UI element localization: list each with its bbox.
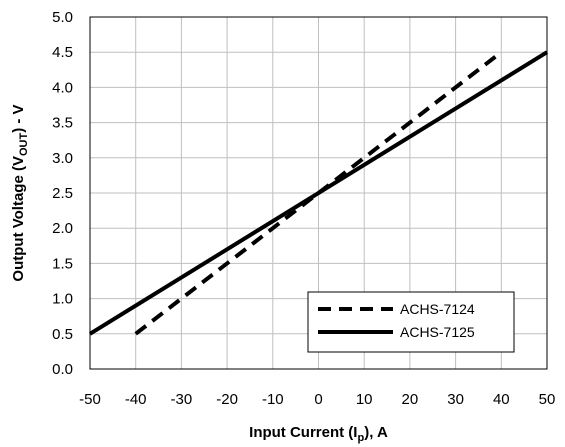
y-axis-label: Output Voltage (VOUT) - V	[10, 104, 30, 281]
x-tick-label: -20	[216, 391, 238, 408]
y-tick-label: 4.5	[52, 44, 73, 61]
legend-box	[307, 291, 515, 353]
x-axis-label: Input Current (Ip), A	[249, 424, 388, 444]
y-tick-label: 4.0	[52, 79, 73, 96]
y-tick-label: 5.0	[52, 9, 73, 26]
y-tick-label: 2.5	[52, 185, 73, 202]
x-tick-label: -50	[79, 391, 101, 408]
x-tick-label: -40	[125, 391, 147, 408]
legend-label: ACHS-7124	[400, 301, 475, 317]
x-tick-label: 30	[447, 391, 464, 408]
series-line-achs-7124	[134, 50, 503, 336]
x-tick-label: 0	[314, 391, 322, 408]
y-tick-label: 1.0	[52, 291, 73, 308]
y-tick-label: 3.0	[52, 150, 73, 167]
x-tick-label: -10	[262, 391, 284, 408]
y-tick-label: 0.0	[52, 361, 73, 378]
y-tick-label: 2.0	[52, 220, 73, 237]
series-line-achs-7125	[88, 50, 549, 336]
y-tick-label: 1.5	[52, 255, 73, 272]
y-tick-label: 0.5	[52, 326, 73, 343]
x-tick-label: 40	[493, 391, 510, 408]
legend-label: ACHS-7125	[400, 324, 475, 340]
x-tick-label: 50	[539, 391, 556, 408]
plot-frame	[89, 16, 548, 370]
y-tick-label: 3.5	[52, 115, 73, 132]
x-tick-label: 10	[356, 391, 373, 408]
x-tick-label: -30	[171, 391, 193, 408]
y-tick-labels: 0.0 0.5 1.0 1.5 2.0 2.5 3.0 3.5 4.0 4.5 5.0	[52, 9, 73, 378]
series-group	[88, 50, 549, 336]
legend: ACHS-7124 ACHS-7125	[307, 291, 515, 353]
x-tick-label: 20	[402, 391, 419, 408]
x-tick-labels: -50 -40 -30 -20 -10 0 10 20 30 40 50	[79, 391, 555, 408]
